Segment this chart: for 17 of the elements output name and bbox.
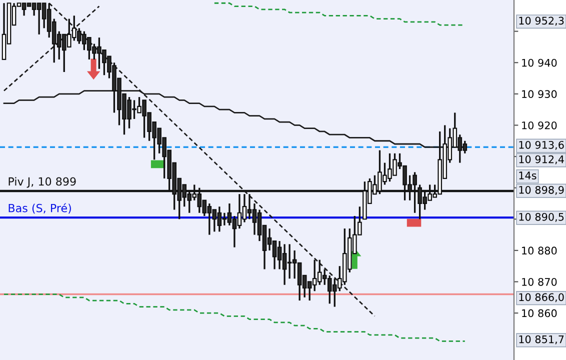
y-tick-label: 10 880: [522, 246, 557, 255]
text: 14s: [519, 172, 536, 180]
y-tick-label: 10 870: [522, 278, 557, 286]
text: 10 898,9: [519, 186, 564, 195]
ref-line-label: Bas (S, Pré): [8, 203, 71, 214]
text: 10 912,4: [519, 155, 564, 164]
text: 10 851,7: [519, 335, 564, 344]
text: 10 913,6: [519, 140, 564, 150]
y-tick-label: 10 860: [522, 309, 557, 318]
ref-line-label: Piv J, 10 899: [8, 177, 76, 188]
y-tick-label: 10 920: [522, 121, 557, 130]
y-tick-label: 10 940: [522, 58, 557, 67]
text: 10 952,3: [519, 16, 564, 26]
y-tick-label: 10 930: [522, 90, 557, 98]
line-series: [3, 294, 466, 342]
text: 10 866,0: [519, 293, 564, 302]
text: 10 890,5: [519, 212, 564, 222]
